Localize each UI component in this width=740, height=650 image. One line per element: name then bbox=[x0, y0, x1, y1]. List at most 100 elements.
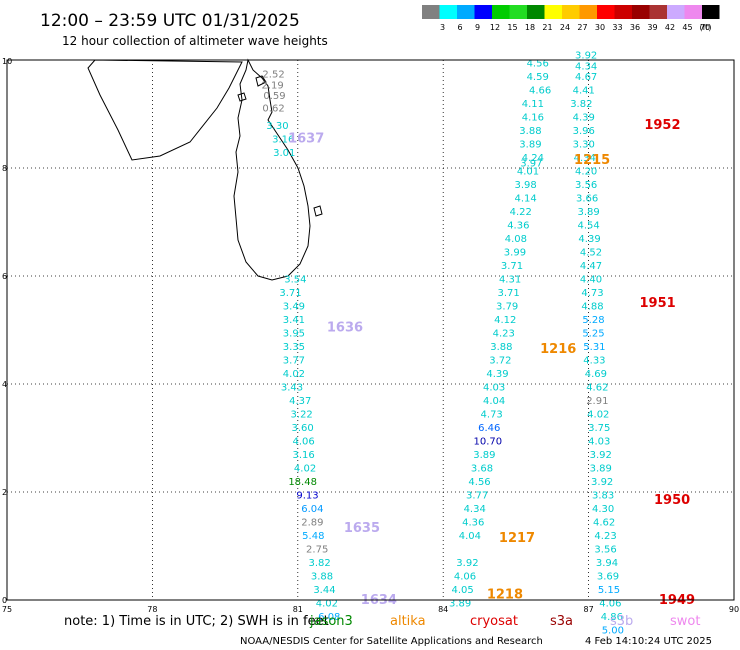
wave-height-value: 3.79 bbox=[496, 302, 518, 313]
legend-tick-label: 42 bbox=[665, 23, 675, 32]
legend-swatch bbox=[632, 5, 650, 19]
wave-height-value: 4.41 bbox=[573, 86, 595, 97]
wave-height-value: 4.34 bbox=[464, 504, 486, 515]
wave-height-value: 4.23 bbox=[493, 329, 515, 340]
wave-height-value: 4.02 bbox=[587, 410, 609, 421]
wave-height-value: 5.25 bbox=[582, 329, 604, 340]
wave-height-value: 3.88 bbox=[490, 342, 512, 353]
pass-number-label: 1217 bbox=[499, 531, 535, 546]
wave-height-value: 3.22 bbox=[291, 410, 313, 421]
legend-swatch bbox=[422, 5, 440, 19]
legend-tick-label: 39 bbox=[647, 23, 657, 32]
footer-timestamp: 4 Feb 14:10:24 UTC 2025 bbox=[585, 636, 712, 647]
legend-swatch bbox=[509, 5, 527, 19]
wave-height-value: 3.83 bbox=[592, 491, 614, 502]
pass-number-label: 1218 bbox=[487, 588, 523, 603]
wave-height-value: 2.91 bbox=[586, 396, 608, 407]
legend-swatch bbox=[544, 5, 562, 19]
mission-label: altika bbox=[390, 614, 426, 629]
wave-height-value: 4.62 bbox=[593, 518, 615, 529]
legend-tick-label: 6 bbox=[457, 23, 462, 32]
wave-height-value: 3.30 bbox=[266, 121, 288, 132]
pass-number-label: 1950 bbox=[654, 493, 690, 508]
wave-height-value: 3.68 bbox=[471, 464, 493, 475]
wave-height-value: 4.20 bbox=[575, 167, 597, 178]
wave-height-value: 3.89 bbox=[577, 207, 599, 218]
footer-note-row: note: 1) Time is in UTC; 2) SWH is in fe… bbox=[64, 614, 700, 629]
legend-swatch bbox=[474, 5, 492, 19]
wave-height-value: 5.15 bbox=[598, 585, 620, 596]
wave-height-value: 4.36 bbox=[507, 221, 529, 232]
wave-height-value: 6.46 bbox=[478, 423, 500, 434]
x-tick-label: 84 bbox=[438, 605, 448, 614]
wave-height-value: 4.16 bbox=[522, 113, 544, 124]
wave-height-value: 3.89 bbox=[519, 140, 541, 151]
wave-height-value: 3.30 bbox=[573, 140, 595, 151]
legend-swatch bbox=[667, 5, 685, 19]
wave-height-value: 4.12 bbox=[494, 315, 516, 326]
wave-height-value: 3.98 bbox=[514, 180, 536, 191]
wave-height-value: 3.97 bbox=[520, 159, 542, 170]
wave-height-value: 2.19 bbox=[261, 80, 283, 91]
wave-height-value: 4.01 bbox=[517, 167, 539, 178]
wave-height-value: 4.11 bbox=[522, 99, 544, 110]
wave-height-value: 3.88 bbox=[311, 572, 333, 583]
wave-height-value: 3.56 bbox=[575, 180, 597, 191]
wave-height-value: 3.43 bbox=[281, 383, 303, 394]
legend-swatch bbox=[527, 5, 545, 19]
wave-height-value: 3.01 bbox=[273, 148, 295, 159]
axis-ticks: 75 78 81 84 87 90 0 2 4 6 8 10 bbox=[2, 57, 739, 614]
wave-height-value: 2.89 bbox=[301, 518, 323, 529]
wave-height-value: 4.54 bbox=[577, 221, 599, 232]
wave-height-value: 4.39 bbox=[578, 234, 600, 245]
wave-height-value: 9.13 bbox=[296, 491, 318, 502]
wave-height-value: 4.47 bbox=[580, 261, 602, 272]
wave-height-value: 4.06 bbox=[454, 572, 476, 583]
pass-number-label: 1635 bbox=[344, 521, 380, 536]
wave-height-value: 4.40 bbox=[580, 275, 602, 286]
legend-tick-label: 24 bbox=[560, 23, 570, 32]
mission-label: cryosat bbox=[470, 614, 518, 629]
wave-height-value: 3.95 bbox=[283, 329, 305, 340]
wave-height-value: 3.41 bbox=[283, 315, 305, 326]
wave-height-value: 4.14 bbox=[514, 194, 536, 205]
pass-labels: 1637163616351634195219511950194912151216… bbox=[288, 118, 695, 608]
wave-height-value: 3.49 bbox=[283, 302, 305, 313]
legend-swatch bbox=[614, 5, 632, 19]
wave-height-value: 0.62 bbox=[262, 104, 284, 115]
wave-height-value: 5.28 bbox=[582, 315, 604, 326]
map-title: 12:00 – 23:59 UTC 01/31/2025 bbox=[40, 11, 300, 31]
wave-height-value: 4.04 bbox=[459, 531, 481, 542]
legend-swatch bbox=[684, 5, 702, 19]
legend-tick-label: 70 bbox=[700, 23, 710, 32]
footer-credit: NOAA/NESDIS Center for Satellite Applica… bbox=[240, 636, 543, 647]
wave-height-value: 3.89 bbox=[590, 464, 612, 475]
legend-tick-label: 9 bbox=[475, 23, 480, 32]
wave-height-value: 5.31 bbox=[583, 342, 605, 353]
wave-height-value: 4.04 bbox=[483, 396, 505, 407]
wave-height-value: 3.35 bbox=[283, 342, 305, 353]
wave-height-value: 3.88 bbox=[519, 126, 541, 137]
legend-tick-label: 45 bbox=[682, 23, 692, 32]
sri-lanka-coastline bbox=[87, 58, 323, 281]
legend-tick-label: 30 bbox=[595, 23, 605, 32]
wave-height-value: 4.34 bbox=[574, 153, 596, 164]
x-tick-label: 81 bbox=[293, 605, 303, 614]
legend-swatch bbox=[457, 5, 475, 19]
wave-height-value: 3.94 bbox=[596, 558, 618, 569]
wave-height-value: 3.54 bbox=[284, 275, 306, 286]
y-tick-label: 6 bbox=[2, 272, 7, 281]
legend-swatch bbox=[562, 5, 580, 19]
wave-height-value: 3.92 bbox=[456, 558, 478, 569]
mission-label: jason3 bbox=[309, 614, 353, 629]
pass-number-label: 1637 bbox=[288, 131, 324, 146]
wave-height-value: 4.06 bbox=[292, 437, 314, 448]
legend-swatch bbox=[579, 5, 597, 19]
wave-height-value: 3.92 bbox=[590, 450, 612, 461]
wave-height-value: 3.75 bbox=[588, 423, 610, 434]
wave-height-value: 4.08 bbox=[505, 234, 527, 245]
wave-height-value: 2.52 bbox=[262, 70, 284, 81]
wave-height-value: 3.60 bbox=[292, 423, 314, 434]
wave-height-value: 4.56 bbox=[527, 59, 549, 70]
